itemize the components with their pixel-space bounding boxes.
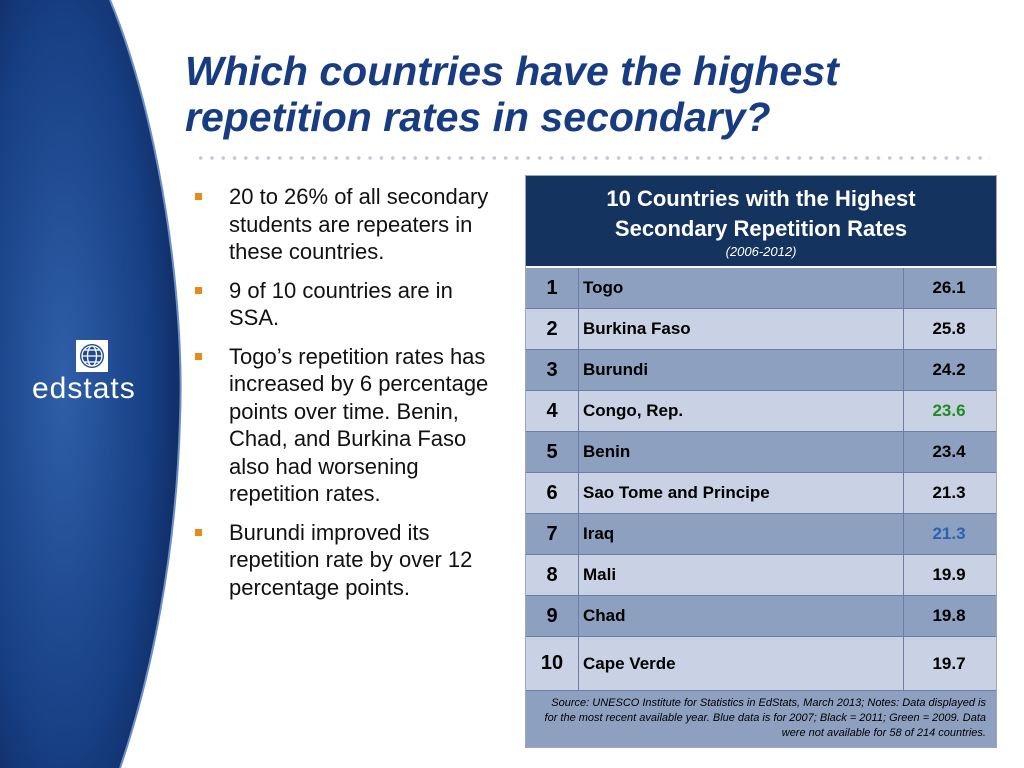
country-cell: Congo, Rep.	[579, 391, 904, 431]
country-cell: Benin	[579, 432, 904, 472]
rank-cell: 8	[526, 555, 579, 595]
value-cell: 19.7	[932, 653, 966, 673]
table-row: 4 Congo, Rep. 23.6	[526, 391, 996, 432]
table-row: 8 Mali 19.9	[526, 555, 996, 596]
rank-cell: 4	[526, 391, 579, 431]
table-title: Secondary Repetition Rates	[614, 216, 908, 241]
country-cell: Burundi	[579, 350, 904, 390]
table-header: 10 Countries with the Highest Secondary …	[526, 176, 996, 268]
rank-cell: 2	[526, 309, 579, 349]
rank-cell: 7	[526, 514, 579, 554]
value-cell: 21.3	[932, 483, 966, 502]
bullet: Togo’s repetition rates has increased by…	[193, 343, 503, 508]
country-cell: Iraq	[579, 514, 904, 554]
value-cell: 23.6	[932, 401, 966, 420]
country-cell: Cape Verde	[579, 637, 904, 690]
table-title: 10 Countries with the Highest	[606, 186, 916, 211]
bullet: Burundi improved its repetition rate by …	[193, 519, 503, 602]
value-cell: 25.8	[932, 319, 966, 338]
rank-cell: 1	[526, 268, 579, 308]
bullet: 20 to 26% of all secondary students are …	[193, 183, 503, 266]
value-cell: 23.4	[932, 442, 966, 461]
country-cell: Burkina Faso	[579, 309, 904, 349]
table-row: 7 Iraq 21.3	[526, 514, 996, 555]
table-row: 10 Cape Verde 19.7	[526, 637, 996, 691]
source-note: Source: UNESCO Institute for Statistics …	[526, 691, 996, 747]
country-cell: Sao Tome and Principe	[579, 473, 904, 513]
title-line: repetition rates in secondary?	[185, 94, 771, 140]
table-body: 1 Togo 26.1 2 Burkina Faso 25.8 3 Burundi 24.2 4 C…	[526, 268, 996, 691]
table-row: 6 Sao Tome and Principe 21.3	[526, 473, 996, 514]
table-row: 2 Burkina Faso 25.8	[526, 309, 996, 350]
country-cell: Togo	[579, 268, 904, 308]
value-cell: 19.9	[932, 565, 966, 584]
logo-text: edstats	[32, 372, 136, 405]
rank-cell: 3	[526, 350, 579, 390]
rank-cell: 10	[526, 637, 579, 690]
divider	[195, 156, 990, 160]
value-cell: 24.2	[932, 360, 966, 379]
table-row: 3 Burundi 24.2	[526, 350, 996, 391]
table-subtitle: (2006-2012)	[725, 244, 797, 259]
rank-cell: 6	[526, 473, 579, 513]
rank-cell: 9	[526, 596, 579, 636]
table-row: 1 Togo 26.1	[526, 268, 996, 309]
title-line: Which countries have the highest	[185, 48, 839, 94]
table-row: 5 Benin 23.4	[526, 432, 996, 473]
value-cell: 19.8	[932, 606, 966, 625]
bullet: 9 of 10 countries are in SSA.	[193, 277, 503, 332]
value-cell: 26.1	[932, 278, 966, 297]
bullet-list: 20 to 26% of all secondary students are …	[193, 183, 503, 612]
slide-title: Which countries have the highest repetit…	[185, 48, 839, 140]
table-row: 9 Chad 19.8	[526, 596, 996, 637]
value-cell: 21.3	[932, 524, 966, 543]
country-cell: Mali	[579, 555, 904, 595]
table: 10 Countries with the Highest Secondary …	[525, 175, 997, 748]
country-cell: Chad	[579, 596, 904, 636]
rank-cell: 5	[526, 432, 579, 472]
